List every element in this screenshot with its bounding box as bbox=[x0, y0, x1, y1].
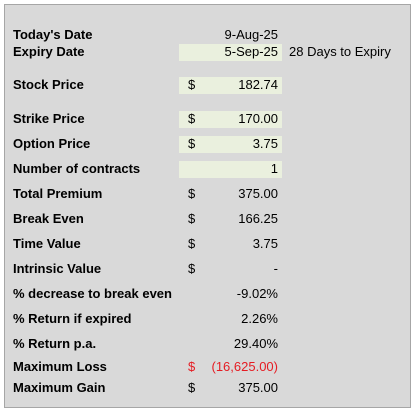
pct-return-pa-value: 29.40% bbox=[233, 336, 278, 351]
row-pct-return-pa: % Return p.a. 29.40% bbox=[5, 334, 410, 354]
options-calculator-sheet: Today's Date 9-Aug-25 Expiry Date 5-Sep-… bbox=[4, 4, 411, 408]
intrinsic-value-currency: $ bbox=[188, 261, 196, 276]
pct-decrease-label: % decrease to break even bbox=[13, 286, 172, 301]
total-premium-label: Total Premium bbox=[13, 186, 103, 201]
row-option-price: Option Price $ 3.75 bbox=[5, 134, 410, 154]
pct-return-expired-label: % Return if expired bbox=[13, 311, 132, 326]
strike-price-label: Strike Price bbox=[13, 111, 85, 126]
expiry-date-input[interactable] bbox=[179, 44, 282, 61]
total-premium-currency: $ bbox=[188, 186, 196, 201]
strike-price-value: 170.00 bbox=[238, 111, 278, 126]
option-price-value: 3.75 bbox=[252, 136, 278, 151]
row-pct-return-expired: % Return if expired 2.26% bbox=[5, 309, 410, 329]
time-value-value: 3.75 bbox=[252, 236, 278, 251]
maximum-gain-currency: $ bbox=[188, 380, 196, 395]
stock-price-label: Stock Price bbox=[13, 77, 84, 92]
row-stock-price: Stock Price $ 182.74 bbox=[5, 75, 410, 95]
maximum-gain-label: Maximum Gain bbox=[13, 380, 106, 395]
maximum-loss-currency: $ bbox=[188, 359, 196, 374]
option-price-input[interactable] bbox=[179, 136, 282, 153]
row-expiry-date: Expiry Date 5-Sep-25 28 Days to Expiry bbox=[5, 42, 410, 62]
strike-price-input[interactable] bbox=[179, 111, 282, 128]
row-time-value: Time Value $ 3.75 bbox=[5, 234, 410, 254]
maximum-loss-label: Maximum Loss bbox=[13, 359, 107, 374]
number-of-contracts-value: 1 bbox=[270, 161, 278, 176]
pct-decrease-value: -9.02% bbox=[236, 286, 278, 301]
stock-price-input[interactable] bbox=[179, 77, 282, 94]
total-premium-value: 375.00 bbox=[238, 186, 278, 201]
expiry-date-label: Expiry Date bbox=[13, 44, 85, 59]
pct-return-expired-value: 2.26% bbox=[241, 311, 278, 326]
intrinsic-value-value: - bbox=[273, 261, 278, 276]
row-maximum-gain: Maximum Gain $ 375.00 bbox=[5, 378, 410, 398]
break-even-value: 166.25 bbox=[238, 211, 278, 226]
row-pct-decrease: % decrease to break even -9.02% bbox=[5, 284, 410, 304]
break-even-currency: $ bbox=[188, 211, 196, 226]
intrinsic-value-label: Intrinsic Value bbox=[13, 261, 102, 276]
strike-price-currency: $ bbox=[188, 111, 196, 126]
time-value-currency: $ bbox=[188, 236, 196, 251]
number-of-contracts-input[interactable] bbox=[179, 161, 282, 178]
today-date-value: 9-Aug-25 bbox=[224, 27, 278, 42]
days-to-expiry-note: 28 Days to Expiry bbox=[289, 44, 391, 59]
row-maximum-loss: Maximum Loss $ (16,625.00) bbox=[5, 357, 410, 377]
number-of-contracts-label: Number of contracts bbox=[13, 161, 141, 176]
row-today-date: Today's Date 9-Aug-25 bbox=[5, 25, 410, 45]
stock-price-currency: $ bbox=[188, 77, 196, 92]
stock-price-value: 182.74 bbox=[238, 77, 278, 92]
expiry-date-value: 5-Sep-25 bbox=[224, 44, 278, 59]
time-value-label: Time Value bbox=[13, 236, 81, 251]
row-number-of-contracts: Number of contracts 1 bbox=[5, 159, 410, 179]
row-break-even: Break Even $ 166.25 bbox=[5, 209, 410, 229]
today-date-label: Today's Date bbox=[13, 27, 93, 42]
pct-return-pa-label: % Return p.a. bbox=[13, 336, 97, 351]
row-intrinsic-value: Intrinsic Value $ - bbox=[5, 259, 410, 279]
option-price-currency: $ bbox=[188, 136, 196, 151]
row-strike-price: Strike Price $ 170.00 bbox=[5, 109, 410, 129]
row-total-premium: Total Premium $ 375.00 bbox=[5, 184, 410, 204]
maximum-gain-value: 375.00 bbox=[238, 380, 278, 395]
break-even-label: Break Even bbox=[13, 211, 84, 226]
maximum-loss-value: (16,625.00) bbox=[211, 359, 279, 374]
option-price-label: Option Price bbox=[13, 136, 91, 151]
